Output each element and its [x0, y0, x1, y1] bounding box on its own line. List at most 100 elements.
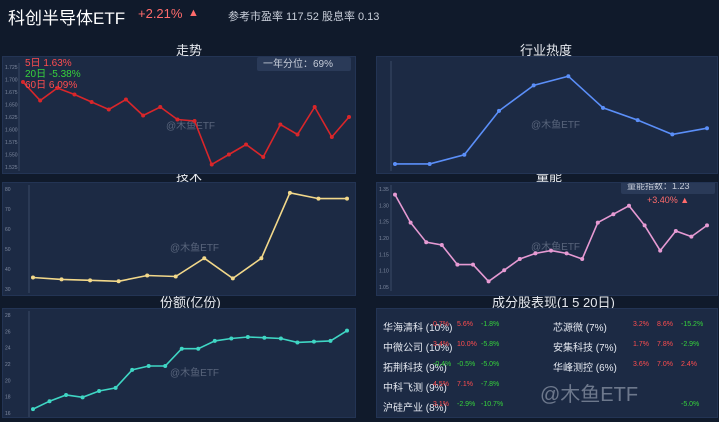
component-value: -5.0%	[481, 361, 500, 368]
data-point	[226, 152, 231, 157]
up-triangle-icon: ▲	[188, 7, 199, 19]
data-point	[670, 132, 675, 137]
component-value: -5.8%	[481, 341, 500, 348]
component-value: -2.9%	[457, 401, 476, 408]
data-point	[642, 223, 647, 228]
component-value: 3.6%	[633, 361, 649, 368]
data-point	[259, 256, 264, 261]
data-point	[146, 363, 151, 368]
trend-title: 走势	[176, 43, 203, 58]
data-point	[347, 115, 351, 119]
data-point	[345, 328, 349, 333]
y-tick-label: 26	[5, 329, 11, 335]
y-tick-label: 1.625	[5, 115, 18, 121]
component-value: 7.0%	[657, 361, 673, 368]
component-name: 沪硅产业 (8%)	[383, 403, 447, 414]
volume-chart: 1.35 1.30 1.25 1.20 1.15 1.10 1.05 @木鱼ETF 量能指数：1…	[379, 180, 715, 291]
y-tick-label: 28	[5, 313, 11, 319]
y-tick-label: 18	[5, 395, 11, 401]
data-point	[158, 105, 163, 109]
data-point	[31, 275, 35, 280]
data-point	[705, 126, 709, 131]
component-value: 7.1%	[457, 381, 473, 388]
watermark-text: @木鱼ETF	[170, 241, 219, 254]
y-tick-label: 60	[5, 227, 11, 233]
y-tick-label: 1.600	[5, 128, 18, 134]
data-point	[130, 367, 135, 372]
y-tick-label: 80	[5, 187, 11, 193]
component-value: 3.2%	[633, 321, 649, 328]
tech-panel: 80 70 60 50 40 30 @木鱼ETF	[2, 182, 356, 296]
component-row: 沪硅产业 (8%) 3.1% -2.9% -10.7% -5.0%	[377, 396, 715, 416]
data-point	[497, 108, 501, 113]
legend-entry: 20日 -5.38%	[25, 69, 81, 80]
data-point	[209, 162, 214, 167]
percentile-label: 一年分位：69%	[263, 57, 333, 70]
component-name: 拓荆科技 (9%)	[383, 363, 447, 374]
component-value: 1.7%	[633, 341, 649, 348]
data-point	[427, 161, 432, 166]
data-point	[173, 274, 178, 279]
data-point	[141, 113, 146, 118]
volume-change-label: +3.40% ▲	[647, 195, 689, 205]
y-tick-label: 16	[5, 411, 11, 417]
y-tick-label: 1.30	[379, 203, 389, 209]
data-point	[595, 220, 600, 225]
component-value: 8.6%	[657, 321, 673, 328]
volume-panel: 1.35 1.30 1.25 1.20 1.15 1.10 1.05 @木鱼ETF 量能指数：1…	[376, 180, 718, 296]
trend-panel: 1.725 1.700 1.675 1.650 1.625 1.600 1.575 1.550…	[2, 56, 356, 174]
data-point	[705, 223, 709, 228]
data-point	[212, 338, 217, 343]
data-point	[89, 100, 94, 104]
data-point	[329, 135, 334, 139]
data-point	[635, 118, 640, 123]
data-point	[564, 251, 569, 256]
component-value: 2.4%	[681, 361, 697, 368]
data-point	[64, 392, 69, 397]
series-line	[32, 330, 348, 410]
data-point	[471, 262, 475, 267]
component-row: 华海清科 (10%) 0.7% 5.6% -1.8% 芯源微 (7%) 3.2% 8.6% -…	[377, 316, 715, 336]
y-tick-label: 1.550	[5, 153, 18, 159]
y-tick-label: 1.20	[379, 236, 389, 242]
data-point	[88, 278, 93, 283]
component-value: -2.9%	[681, 341, 700, 348]
data-point	[163, 363, 168, 368]
y-tick-label: 50	[5, 247, 11, 253]
industry-panel: @木鱼ETF	[376, 56, 718, 174]
component-value: -10.7%	[481, 401, 504, 408]
data-point	[196, 346, 201, 351]
series-line	[32, 191, 347, 283]
y-tick-label: 1.15	[379, 252, 389, 258]
industry-chart: @木鱼ETF	[390, 61, 709, 171]
tech-chart: 80 70 60 50 40 30 @木鱼ETF	[5, 185, 349, 293]
component-row: 中微公司 (10%) 3.4% 10.0% -5.8% 安集科技 (7%) 1.7% 7.8…	[377, 336, 715, 356]
etf-title: 科创半导体ETF	[8, 9, 126, 28]
y-tick-label: 1.700	[5, 78, 18, 84]
data-point	[486, 279, 491, 284]
y-tick-label: 1.650	[5, 103, 18, 109]
component-value: 5.6%	[457, 321, 473, 328]
industry-title: 行业热度	[520, 43, 573, 58]
series-line	[395, 75, 708, 165]
data-point	[345, 196, 349, 201]
header-bar: 科创半导体ETF +2.21% ▲ 参考市盈率 117.52 股息率 0.13	[0, 0, 719, 30]
data-point	[192, 119, 197, 123]
component-value: -5.0%	[681, 401, 700, 408]
watermark-text: @木鱼ETF	[531, 240, 580, 253]
data-point	[462, 152, 467, 157]
data-point	[531, 83, 536, 88]
component-name: 安集科技 (7%)	[553, 343, 617, 354]
data-point	[311, 339, 316, 344]
y-tick-label: 1.25	[379, 220, 389, 226]
y-tick-label: 70	[5, 207, 11, 213]
data-point	[278, 336, 283, 341]
data-point	[328, 338, 333, 343]
data-point	[393, 192, 397, 197]
volume-index-label: 量能指数：1.23	[627, 183, 690, 191]
data-point	[455, 262, 460, 267]
component-row: 中科飞测 (9%) 4.5% 7.1% -7.8%	[377, 376, 715, 396]
data-point	[72, 92, 77, 97]
component-value: -15.2%	[681, 321, 704, 328]
data-point	[123, 97, 128, 102]
